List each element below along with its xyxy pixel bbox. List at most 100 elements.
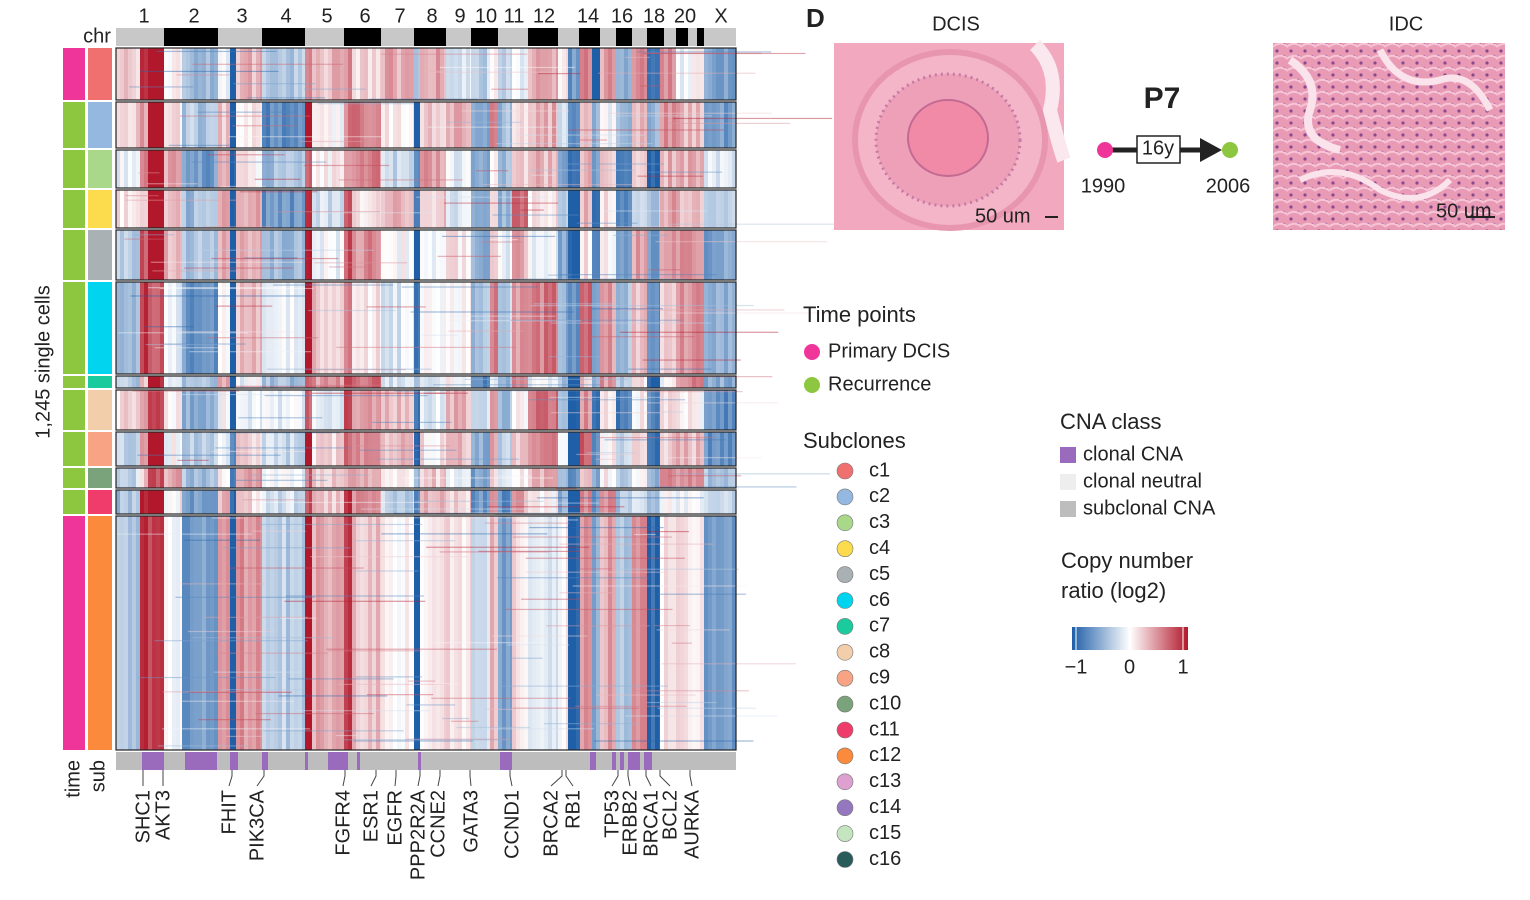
heat-cell xyxy=(458,432,463,466)
heat-cell xyxy=(524,102,529,148)
heat-cell xyxy=(368,432,373,466)
cna-class-segment xyxy=(262,752,268,770)
heat-cell xyxy=(432,516,437,750)
heat-streak xyxy=(140,70,279,73)
heat-cell xyxy=(190,282,195,374)
heat-streak xyxy=(300,140,363,143)
patient-id: P7 xyxy=(1144,82,1181,115)
heat-cell xyxy=(558,48,563,100)
heat-cell xyxy=(256,432,261,466)
heat-cell xyxy=(647,102,652,148)
heat-cell xyxy=(524,376,529,388)
heat-streak xyxy=(559,592,613,594)
cna-class-segment xyxy=(500,752,512,770)
heat-cell xyxy=(450,468,455,488)
heat-cell xyxy=(397,150,402,188)
heat-cell xyxy=(393,516,398,750)
heat-cell xyxy=(156,230,161,280)
heat-cell xyxy=(524,490,529,514)
heat-cell xyxy=(620,150,625,188)
heat-cell xyxy=(236,490,241,514)
heat-cell xyxy=(540,376,545,388)
heat-cell xyxy=(413,432,415,466)
heat-cell xyxy=(450,282,455,374)
heat-cell xyxy=(124,376,129,388)
heat-cell xyxy=(506,468,511,488)
heat-cell xyxy=(202,390,207,430)
heat-streak xyxy=(490,238,518,241)
heat-cell xyxy=(420,376,425,388)
heat-streak xyxy=(220,689,304,691)
heat-cell xyxy=(466,190,471,228)
heat-cell xyxy=(124,102,129,148)
heat-cell xyxy=(236,376,241,388)
heat-cell xyxy=(252,230,257,280)
heat-cell xyxy=(494,490,499,514)
heat-streak xyxy=(145,343,218,346)
heat-cell xyxy=(566,376,569,388)
heat-cell xyxy=(302,282,306,374)
heat-cell xyxy=(136,432,141,466)
heat-cell xyxy=(716,468,721,488)
heat-cell xyxy=(234,390,237,430)
heat-cell xyxy=(572,102,577,148)
heat-cell xyxy=(716,102,721,148)
heat-cell xyxy=(684,516,689,750)
gene-label: BRCA1 xyxy=(640,790,662,857)
heat-streak xyxy=(525,571,666,573)
heat-cell xyxy=(389,376,394,388)
heat-cell xyxy=(302,516,306,750)
heat-cell xyxy=(168,190,173,228)
heat-cell xyxy=(332,432,337,466)
heat-cell xyxy=(198,230,203,280)
heat-cell xyxy=(148,516,153,750)
heat-cell xyxy=(316,102,321,148)
heat-cell xyxy=(344,230,349,280)
heat-cell xyxy=(696,468,701,488)
heat-cell xyxy=(502,376,507,388)
heat-cell xyxy=(692,48,697,100)
heat-streak xyxy=(427,126,557,128)
heat-cell xyxy=(624,490,629,514)
heat-cell xyxy=(428,190,433,228)
heat-cell xyxy=(562,516,567,750)
heat-cell xyxy=(424,468,429,488)
heat-streak xyxy=(550,322,711,324)
heat-cell xyxy=(664,390,669,430)
heat-cell xyxy=(226,190,231,228)
heat-cell xyxy=(458,516,463,750)
heat-cell xyxy=(152,390,157,430)
heat-cell xyxy=(475,150,480,188)
heat-cell xyxy=(172,376,177,388)
heat-streak xyxy=(276,211,381,213)
heat-cell xyxy=(248,48,253,100)
heat-streak xyxy=(586,452,637,454)
heat-cell xyxy=(256,230,261,280)
legend-dot xyxy=(836,669,854,687)
heat-cell xyxy=(198,516,203,750)
heat-cell xyxy=(655,390,660,430)
heat-cell xyxy=(420,390,425,430)
heat-cell xyxy=(680,468,685,488)
heat-streak xyxy=(505,608,673,611)
chromosome-label: 1 xyxy=(138,5,149,27)
heat-cell xyxy=(405,390,410,430)
legend-dot xyxy=(836,592,854,609)
heat-streak xyxy=(512,536,672,538)
heat-streak xyxy=(178,331,294,333)
heat-block xyxy=(115,489,737,515)
heat-cell xyxy=(176,376,181,388)
heat-cell xyxy=(487,468,491,488)
heat-cell xyxy=(704,490,709,514)
heat-cell xyxy=(305,468,310,488)
heat-cell xyxy=(479,48,484,100)
heat-cell xyxy=(182,468,187,488)
heat-cell xyxy=(176,102,181,148)
heat-cell xyxy=(206,230,211,280)
chromosome-segment xyxy=(664,28,676,46)
heat-cell xyxy=(596,490,601,514)
gene-label: AKT3 xyxy=(152,790,174,840)
heat-cell xyxy=(364,230,369,280)
heat-cell xyxy=(262,190,267,228)
heat-cell xyxy=(724,102,729,148)
